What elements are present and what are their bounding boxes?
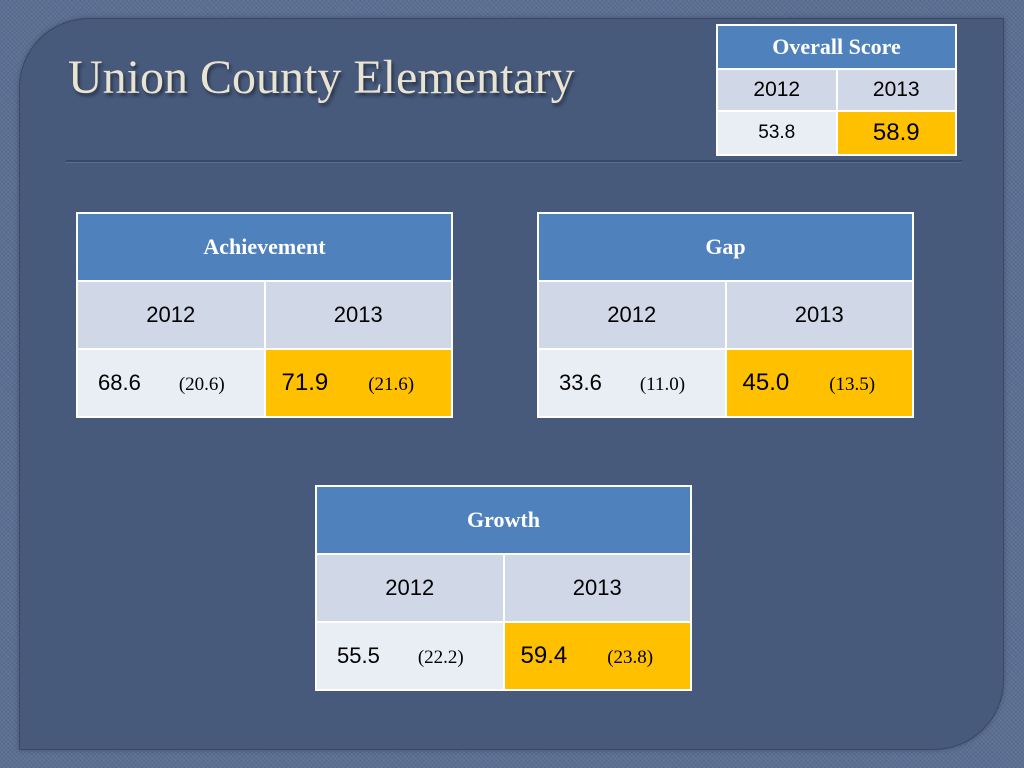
growth-table: Growth 2012 2013 55.5 (22.2) 59.4 (23.8) xyxy=(315,485,692,691)
achievement-table: Achievement 2012 2013 68.6 (20.6) 71.9 (21… xyxy=(76,212,453,418)
growth-year-2013: 2013 xyxy=(502,553,692,623)
achievement-header: Achievement xyxy=(76,212,453,282)
overall-score-table: Overall Score 2012 2013 53.8 58.9 xyxy=(716,24,957,156)
growth-score-2013: 59.4 xyxy=(520,642,568,669)
overall-year-2013: 2013 xyxy=(835,68,957,112)
achievement-score-2012: 68.6 xyxy=(98,370,141,395)
gap-header: Gap xyxy=(537,212,914,282)
growth-sub-2013: (23.8) xyxy=(607,647,654,668)
gap-year-2013: 2013 xyxy=(724,280,914,350)
page-title: Union County Elementary xyxy=(68,51,575,104)
overall-score-header: Overall Score xyxy=(716,24,957,70)
achievement-cell-2013: 71.9 (21.6) xyxy=(263,348,453,418)
gap-score-2013: 45.0 xyxy=(742,369,790,396)
achievement-score-2013: 71.9 xyxy=(281,369,329,396)
overall-value-2013: 58.9 xyxy=(835,110,957,156)
title-divider xyxy=(66,160,962,162)
growth-cell-2012: 55.5 (22.2) xyxy=(315,621,505,691)
overall-value-2012: 53.8 xyxy=(716,110,838,156)
gap-table: Gap 2012 2013 33.6 (11.0) 45.0 (13.5) xyxy=(537,212,914,418)
gap-sub-2013: (13.5) xyxy=(829,374,876,395)
achievement-sub-2012: (20.6) xyxy=(178,374,225,395)
gap-year-2012: 2012 xyxy=(537,280,727,350)
growth-header: Growth xyxy=(315,485,692,555)
achievement-year-2013: 2013 xyxy=(263,280,453,350)
overall-year-2012: 2012 xyxy=(716,68,838,112)
growth-score-2012: 55.5 xyxy=(337,643,380,668)
growth-cell-2013: 59.4 (23.8) xyxy=(502,621,692,691)
gap-score-2012: 33.6 xyxy=(559,370,602,395)
gap-cell-2013: 45.0 (13.5) xyxy=(724,348,914,418)
gap-cell-2012: 33.6 (11.0) xyxy=(537,348,727,418)
gap-sub-2012: (11.0) xyxy=(639,374,686,395)
achievement-year-2012: 2012 xyxy=(76,280,266,350)
achievement-cell-2012: 68.6 (20.6) xyxy=(76,348,266,418)
growth-sub-2012: (22.2) xyxy=(417,647,464,668)
growth-year-2012: 2012 xyxy=(315,553,505,623)
achievement-sub-2013: (21.6) xyxy=(368,374,415,395)
